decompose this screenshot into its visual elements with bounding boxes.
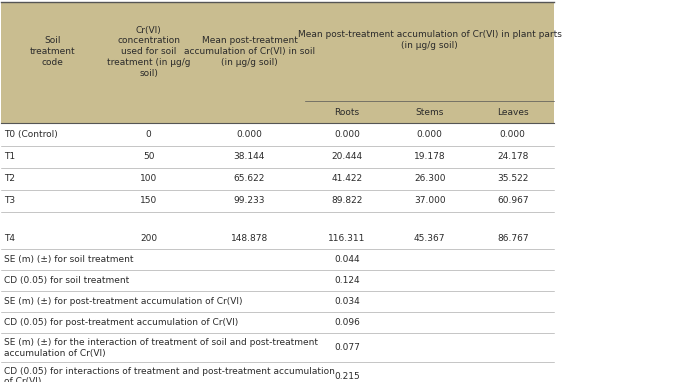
- Text: 0.077: 0.077: [334, 343, 360, 352]
- Text: Mean post-treatment
accumulation of Cr(VI) in soil
(in μg/g soil): Mean post-treatment accumulation of Cr(V…: [184, 36, 315, 67]
- Text: 0.124: 0.124: [334, 277, 360, 285]
- Text: T1: T1: [4, 152, 15, 161]
- Text: T4: T4: [4, 234, 15, 243]
- Text: 0.000: 0.000: [334, 130, 360, 139]
- Text: 0.096: 0.096: [334, 319, 360, 327]
- Text: Cr(VI)
concentration
used for soil
treatment (in μg/g
soil): Cr(VI) concentration used for soil treat…: [107, 26, 190, 78]
- Text: 26.300: 26.300: [414, 174, 446, 183]
- Text: 150: 150: [140, 196, 157, 206]
- Text: 0.000: 0.000: [236, 130, 263, 139]
- Text: 148.878: 148.878: [231, 234, 268, 243]
- Text: 100: 100: [140, 174, 157, 183]
- Text: CD (0.05) for interactions of treatment and post-treatment accumulation
of Cr(VI: CD (0.05) for interactions of treatment …: [4, 367, 335, 382]
- Text: 0.215: 0.215: [334, 372, 360, 381]
- Text: Stems: Stems: [415, 108, 444, 117]
- Text: 200: 200: [140, 234, 157, 243]
- Text: Soil
treatment
code: Soil treatment code: [30, 36, 75, 67]
- Text: CD (0.05) for post-treatment accumulation of Cr(VI): CD (0.05) for post-treatment accumulatio…: [4, 319, 238, 327]
- Text: 0.044: 0.044: [334, 256, 360, 264]
- Text: 0.000: 0.000: [500, 130, 526, 139]
- Text: 35.522: 35.522: [497, 174, 529, 183]
- Text: CD (0.05) for soil treatment: CD (0.05) for soil treatment: [4, 277, 129, 285]
- Text: 20.444: 20.444: [331, 152, 363, 161]
- Text: 86.767: 86.767: [497, 234, 529, 243]
- Text: SE (m) (±) for post-treatment accumulation of Cr(VI): SE (m) (±) for post-treatment accumulati…: [4, 298, 243, 306]
- Text: 41.422: 41.422: [331, 174, 363, 183]
- Text: SE (m) (±) for the interaction of treatment of soil and post-treatment
accumulat: SE (m) (±) for the interaction of treatm…: [4, 338, 318, 358]
- Text: T2: T2: [4, 174, 15, 183]
- Text: 24.178: 24.178: [497, 152, 529, 161]
- Text: 99.233: 99.233: [234, 196, 265, 206]
- Text: 89.822: 89.822: [331, 196, 363, 206]
- Text: 45.367: 45.367: [414, 234, 446, 243]
- Text: Roots: Roots: [334, 108, 359, 117]
- Text: 116.311: 116.311: [328, 234, 366, 243]
- Text: 37.000: 37.000: [414, 196, 446, 206]
- Text: Mean post-treatment accumulation of Cr(VI) in plant parts
(in μg/g soil): Mean post-treatment accumulation of Cr(V…: [298, 30, 562, 50]
- Bar: [1, 2, 554, 123]
- Text: 38.144: 38.144: [234, 152, 265, 161]
- Text: 19.178: 19.178: [414, 152, 446, 161]
- Text: T3: T3: [4, 196, 15, 206]
- Text: 0.000: 0.000: [417, 130, 443, 139]
- Text: 50: 50: [143, 152, 154, 161]
- Text: 0: 0: [146, 130, 151, 139]
- Text: T0 (Control): T0 (Control): [4, 130, 58, 139]
- Text: SE (m) (±) for soil treatment: SE (m) (±) for soil treatment: [4, 256, 133, 264]
- Text: Leaves: Leaves: [497, 108, 529, 117]
- Text: 0.034: 0.034: [334, 298, 360, 306]
- Text: 60.967: 60.967: [497, 196, 529, 206]
- Text: 65.622: 65.622: [234, 174, 265, 183]
